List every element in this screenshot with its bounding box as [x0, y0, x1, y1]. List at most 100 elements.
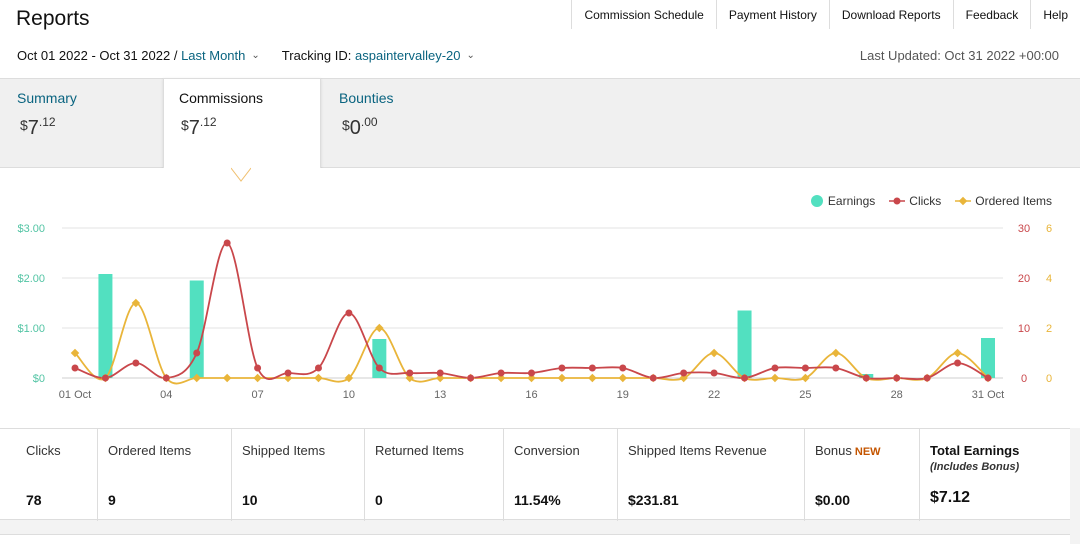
x-tick-label: 01 Oct: [59, 389, 91, 401]
chart-panel: [0, 168, 1080, 428]
clicks-point: [832, 364, 840, 372]
y-right-clicks-tick-label: 30: [1018, 223, 1030, 235]
stats-bar: Clicks 78 Ordered Items 9 Shipped Items …: [0, 428, 1070, 521]
date-preset-label: Last Month: [181, 48, 246, 63]
y-left-tick-label: $1.00: [17, 323, 45, 335]
earnings-bar: [372, 339, 387, 378]
stat-bonus: Bonus NEW $0.00: [805, 429, 920, 521]
x-tick-label: 10: [343, 389, 355, 401]
clicks-point: [162, 374, 170, 382]
tracking-id-selector[interactable]: Tracking ID: aspaintervalley-20 ⌄: [282, 48, 497, 63]
ordered-items-point: [831, 348, 841, 358]
stat-label: Bonus NEW: [815, 443, 881, 458]
chart-legend: Earnings Clicks Ordered Items: [797, 194, 1052, 208]
clicks-line: [74, 242, 989, 380]
ordered-items-point: [953, 348, 962, 358]
y-right-clicks-tick-label: 20: [1018, 273, 1030, 285]
download-reports-button[interactable]: Download Reports: [828, 0, 953, 29]
clicks-point: [406, 369, 414, 377]
ordered-items-point: [222, 373, 232, 383]
legend-earnings[interactable]: Earnings: [810, 194, 875, 208]
clicks-point: [619, 364, 627, 372]
y-left-tick-label: $3.00: [17, 223, 45, 235]
clicks-point: [497, 369, 505, 377]
clicks-point: [254, 364, 262, 372]
stat-label: Returned Items: [375, 443, 464, 458]
y-right-items-tick-label: 6: [1046, 223, 1052, 235]
clicks-point: [71, 364, 79, 372]
clicks-point: [132, 359, 140, 367]
x-tick-label: 13: [434, 389, 446, 401]
stat-label: Total Earnings: [930, 443, 1020, 458]
ordered-items-point: [375, 323, 384, 333]
stat-value: $7.12: [930, 489, 971, 506]
clicks-point: [801, 364, 809, 372]
clicks-point: [588, 364, 596, 372]
legend-clicks[interactable]: Clicks: [889, 194, 941, 208]
clicks-point: [467, 374, 475, 382]
y-left-tick-label: $0: [33, 373, 45, 385]
y-right-clicks-tick-label: 0: [1021, 373, 1027, 385]
y-right-clicks-tick-label: 10: [1018, 323, 1030, 335]
last-updated-text: Last Updated: Oct 31 2022 +00:00: [859, 48, 1059, 63]
ordered-items-point: [709, 348, 719, 358]
feedback-button[interactable]: Feedback: [952, 0, 1031, 29]
earnings-dot-icon: [810, 195, 823, 207]
earnings-bar: [189, 280, 204, 378]
next-section-card: [0, 534, 1070, 544]
clicks-point: [984, 374, 992, 382]
ordered-items-point: [344, 373, 354, 383]
legend-ordered-items[interactable]: Ordered Items: [955, 194, 1052, 208]
stat-label: Ordered Items: [108, 443, 192, 458]
page-title: Reports: [16, 7, 90, 30]
x-tick-label: 16: [525, 389, 537, 401]
clicks-point: [375, 364, 383, 372]
x-tick-label: 04: [160, 389, 172, 401]
clicks-point: [649, 374, 657, 382]
help-button[interactable]: Help: [1030, 0, 1080, 29]
tab-commissions[interactable]: Commissions $7.12: [163, 78, 321, 171]
tab-bounties[interactable]: Bounties $0.00: [339, 79, 479, 169]
x-tick-label: 22: [708, 389, 720, 401]
stat-conversion: Conversion 11.54%: [504, 429, 618, 521]
tab-summary[interactable]: Summary $7.12: [17, 79, 157, 169]
ordered-items-point: [618, 373, 628, 383]
stat-label: Conversion: [514, 443, 580, 458]
clicks-point: [101, 374, 109, 382]
ordered-items-point: [435, 373, 445, 383]
stat-shipped-revenue: Shipped Items Revenue $231.81: [618, 429, 805, 521]
earnings-chart: $0 $1.00 $2.00 $3.00 0 10 20 30 0 2 4 6 01 Oct 04 07 10…: [17, 223, 1052, 401]
ordered-items-point: [679, 373, 688, 383]
legend-ordered-label: Ordered Items: [975, 194, 1052, 208]
report-header: Reports Commission Schedule Payment Hist…: [0, 0, 1080, 78]
tab-summary-label: Summary: [17, 90, 77, 106]
ordered-items-point: [70, 348, 80, 358]
commission-schedule-button[interactable]: Commission Schedule: [571, 0, 716, 29]
stat-value: 78: [26, 492, 42, 508]
clicks-point: [528, 369, 535, 377]
ordered-items-point: [131, 298, 141, 308]
tab-commissions-value: $7.12: [181, 115, 217, 139]
date-range-selector[interactable]: Oct 01 2022 - Oct 31 2022 / Last Month ⌄: [17, 48, 282, 63]
x-tick-label: 19: [617, 389, 629, 401]
earnings-bar: [98, 274, 113, 378]
ordered-items-point: [588, 373, 597, 383]
stat-value: 11.54%: [514, 492, 561, 508]
clicks-point: [345, 309, 353, 317]
x-tick-label: 28: [891, 389, 903, 401]
tab-commissions-label: Commissions: [179, 90, 264, 106]
stat-value: 9: [108, 492, 116, 508]
stat-value: 0: [375, 492, 383, 508]
clicks-point: [771, 364, 779, 372]
chevron-down-icon: ⌄: [251, 50, 260, 61]
stat-value: $0.00: [815, 492, 851, 508]
clicks-point: [923, 374, 931, 382]
payment-history-button[interactable]: Payment History: [715, 0, 829, 29]
clicks-point: [284, 369, 292, 377]
y-left-tick-label: $2.00: [17, 273, 45, 285]
ordered-items-point: [253, 373, 262, 383]
ordered-items-point: [314, 373, 323, 383]
stat-label: Shipped Items: [242, 443, 326, 458]
y-right-items-tick-label: 0: [1046, 373, 1052, 385]
stat-clicks: Clicks 78: [0, 429, 98, 521]
